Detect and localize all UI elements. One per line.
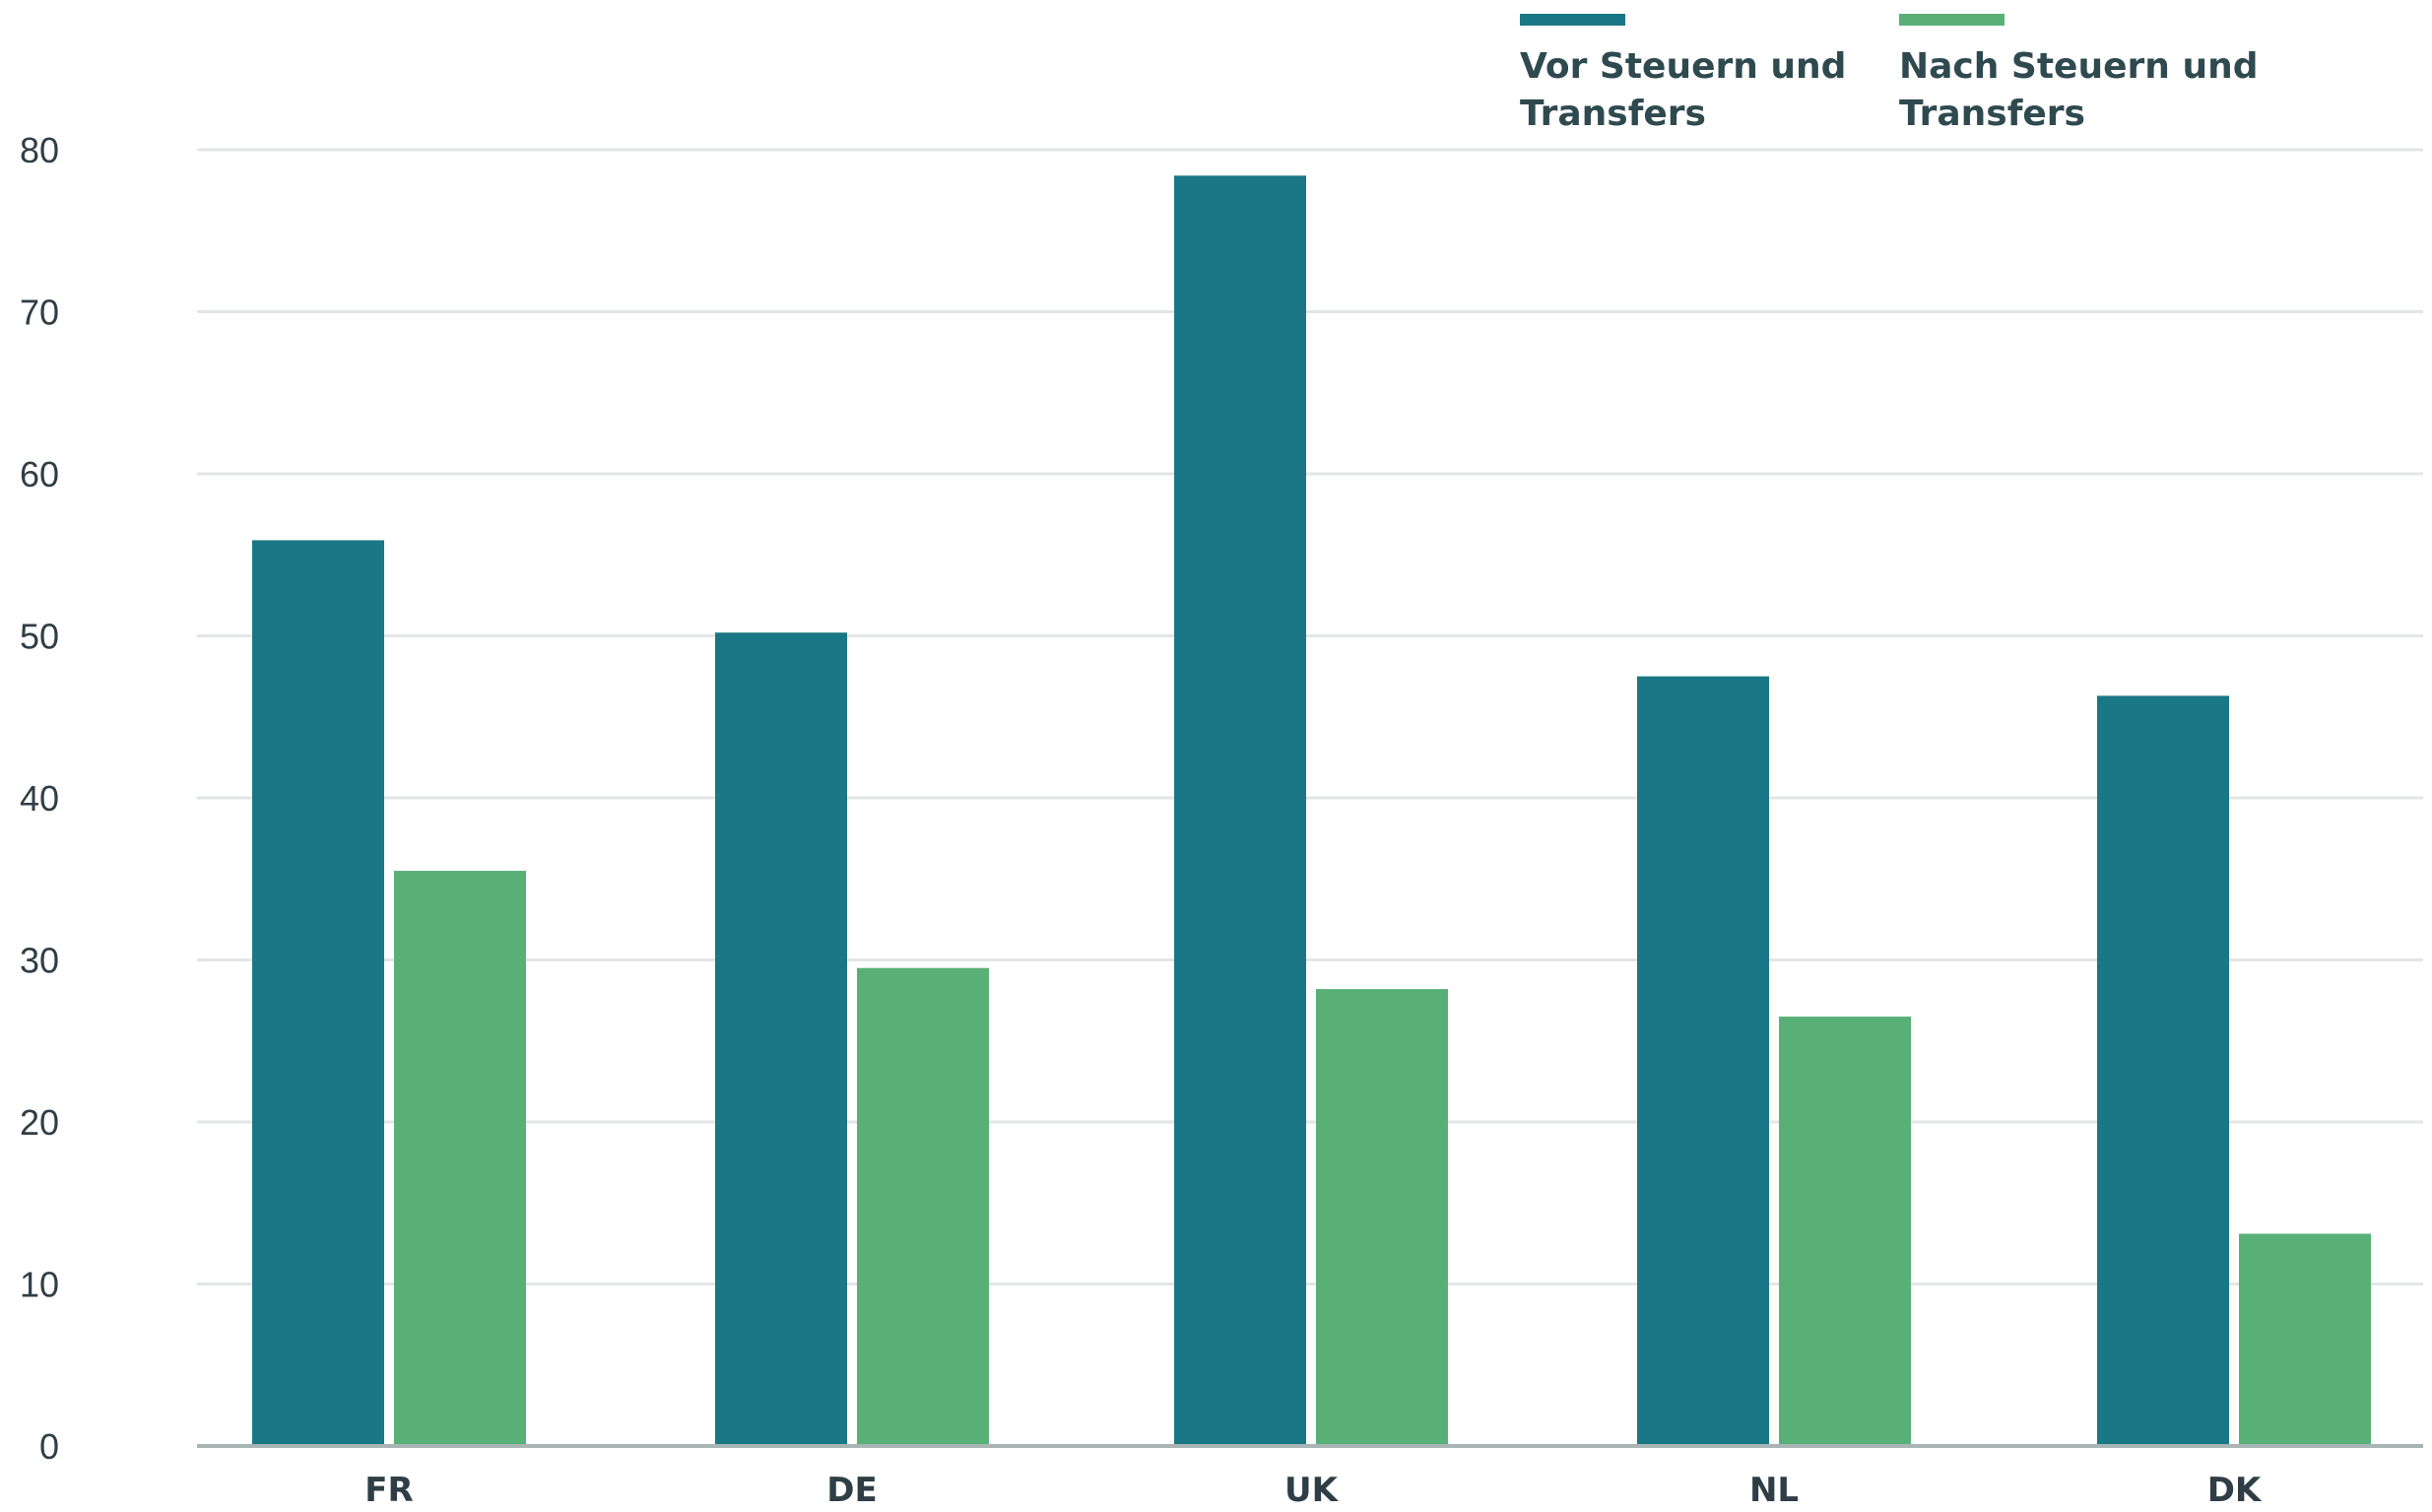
- bar-dk-series-1: [2097, 695, 2229, 1446]
- bars: [252, 175, 2371, 1446]
- x-tick-label: UK: [1284, 1471, 1340, 1510]
- x-axis-labels: FR DE UK NL DK: [364, 1471, 2263, 1510]
- y-tick-label: 0: [39, 1426, 59, 1467]
- y-tick-label: 10: [20, 1265, 59, 1305]
- grid-lines: [197, 148, 2423, 1285]
- bar-fr-series-1: [252, 540, 384, 1446]
- bar-dk-series-2: [2239, 1233, 2371, 1446]
- legend: Vor Steuern und Transfers Nach Steuern und…: [1520, 14, 2258, 134]
- x-tick-label: DK: [2207, 1471, 2263, 1510]
- y-tick-label: 70: [20, 293, 59, 333]
- bar-nl-series-2: [1779, 1017, 1911, 1446]
- legend-swatch: [1520, 14, 1625, 26]
- legend-label: Nach Steuern und: [1899, 46, 2258, 87]
- y-tick-label: 40: [20, 778, 59, 819]
- y-tick-label: 30: [20, 941, 59, 981]
- bar-de-series-1: [715, 632, 847, 1446]
- x-tick-label: FR: [364, 1471, 413, 1510]
- y-tick-label: 50: [20, 617, 59, 657]
- bar-uk-series-2: [1316, 989, 1448, 1446]
- y-tick-label: 60: [20, 454, 59, 494]
- y-tick-label: 20: [20, 1102, 59, 1143]
- legend-label: Vor Steuern und: [1520, 46, 1846, 87]
- bar-fr-series-2: [394, 871, 526, 1446]
- legend-label: Transfers: [1899, 94, 2085, 134]
- legend-label: Transfers: [1520, 94, 1706, 134]
- y-tick-label: 80: [20, 130, 59, 170]
- y-axis-ticks: 0 10 20 30 40 50 60 70 80: [20, 130, 59, 1467]
- x-tick-label: NL: [1749, 1471, 1799, 1510]
- bar-nl-series-1: [1637, 676, 1769, 1446]
- legend-swatch: [1899, 14, 2005, 26]
- bar-uk-series-1: [1174, 175, 1306, 1446]
- x-tick-label: DE: [826, 1471, 877, 1510]
- bar-de-series-2: [857, 967, 989, 1446]
